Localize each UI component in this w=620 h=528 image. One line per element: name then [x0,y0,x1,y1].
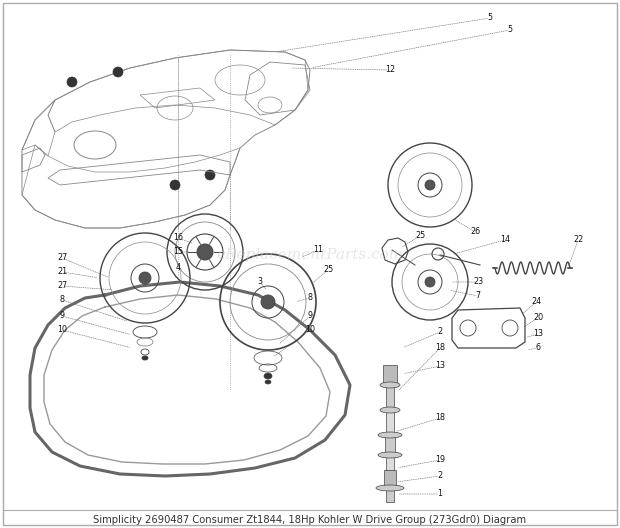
Bar [384,470,396,488]
Circle shape [197,244,213,260]
Text: 5: 5 [507,25,513,34]
Text: 2: 2 [438,472,443,480]
Text: 5: 5 [487,14,492,23]
Text: 10: 10 [57,325,67,335]
Text: 11: 11 [313,246,323,254]
Text: 12: 12 [385,65,395,74]
Text: 22: 22 [573,235,583,244]
Text: 7: 7 [476,291,480,300]
Text: 8: 8 [60,296,64,305]
Text: eReplacementParts.com: eReplacementParts.com [216,248,404,262]
Text: 24: 24 [531,297,541,306]
Bar [386,488,394,502]
Text: 19: 19 [435,456,445,465]
Ellipse shape [265,380,271,384]
Bar [386,410,394,435]
Circle shape [205,170,215,180]
Text: 4: 4 [175,263,180,272]
Ellipse shape [376,485,404,491]
Text: 15: 15 [173,248,183,257]
Ellipse shape [380,382,400,388]
Bar [386,455,394,470]
Circle shape [139,272,151,284]
Text: 27: 27 [57,253,67,262]
Text: 14: 14 [500,235,510,244]
Text: 26: 26 [470,228,480,237]
Text: 27: 27 [57,281,67,290]
Circle shape [170,180,180,190]
Bar [386,385,394,410]
Text: 18: 18 [435,413,445,422]
Circle shape [261,295,275,309]
Text: 8: 8 [308,294,312,303]
Circle shape [425,180,435,190]
Text: 9: 9 [308,312,312,320]
Text: 13: 13 [435,362,445,371]
Ellipse shape [378,432,402,438]
Text: 3: 3 [257,278,262,287]
Text: Simplicity 2690487 Consumer Zt1844, 18Hp Kohler W Drive Group (273Gdr0) Diagram: Simplicity 2690487 Consumer Zt1844, 18Hp… [94,515,526,525]
Text: 25: 25 [415,231,425,240]
Text: 25: 25 [323,266,333,275]
Bar [383,365,397,385]
Text: 23: 23 [473,278,483,287]
Text: 16: 16 [173,233,183,242]
Ellipse shape [142,356,148,360]
Text: 10: 10 [305,325,315,335]
Text: 6: 6 [536,344,541,353]
Ellipse shape [380,407,400,413]
Text: 18: 18 [435,344,445,353]
Text: 20: 20 [533,314,543,323]
Text: 1: 1 [438,489,443,498]
Text: 9: 9 [60,312,64,320]
Ellipse shape [264,373,272,379]
Text: 2: 2 [438,327,443,336]
Bar [385,435,395,455]
Circle shape [113,67,123,77]
Circle shape [425,277,435,287]
Circle shape [67,77,77,87]
Ellipse shape [378,452,402,458]
Text: 21: 21 [57,268,67,277]
Text: 13: 13 [533,329,543,338]
